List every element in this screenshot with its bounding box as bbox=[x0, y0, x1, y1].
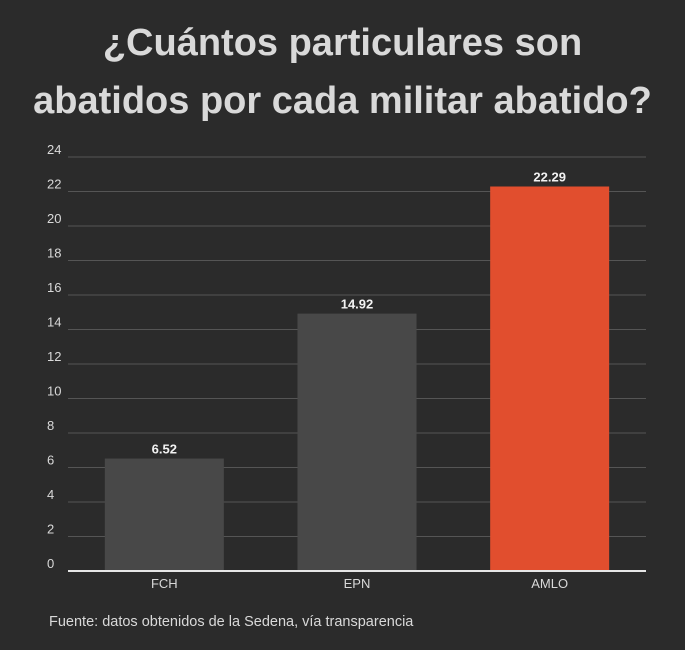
source-note: Fuente: datos obtenidos de la Sedena, ví… bbox=[49, 614, 414, 630]
y-tick-label-14: 14 bbox=[47, 315, 61, 330]
chart-title: ¿Cuántos particulares son abatidos por c… bbox=[0, 14, 685, 130]
x-tick-label-fch: FCH bbox=[151, 576, 178, 591]
data-label-fch: 6.52 bbox=[152, 442, 177, 457]
y-tick-label-24: 24 bbox=[47, 142, 61, 157]
x-tick-label-epn: EPN bbox=[344, 576, 371, 591]
y-tick-label-0: 0 bbox=[47, 556, 54, 571]
y-tick-label-4: 4 bbox=[47, 487, 54, 502]
y-tick-label-20: 20 bbox=[47, 211, 61, 226]
y-tick-label-6: 6 bbox=[47, 453, 54, 468]
data-label-amlo: 22.29 bbox=[533, 169, 566, 184]
y-tick-label-16: 16 bbox=[47, 280, 61, 295]
data-label-epn: 14.92 bbox=[341, 297, 374, 312]
y-tick-label-10: 10 bbox=[47, 384, 61, 399]
y-tick-label-8: 8 bbox=[47, 418, 54, 433]
chart-title-line-2: abatidos por cada militar abatido? bbox=[33, 80, 652, 122]
bar-fch bbox=[104, 458, 224, 571]
y-tick-label-22: 22 bbox=[47, 177, 61, 192]
chart-title-line-1: ¿Cuántos particulares son bbox=[102, 22, 583, 64]
y-tick-label-18: 18 bbox=[47, 246, 61, 261]
y-tick-label-12: 12 bbox=[47, 349, 61, 364]
bar-epn bbox=[297, 313, 417, 571]
x-tick-label-amlo: AMLO bbox=[531, 576, 568, 591]
bar-amlo bbox=[490, 186, 610, 571]
y-tick-label-2: 2 bbox=[47, 522, 54, 537]
